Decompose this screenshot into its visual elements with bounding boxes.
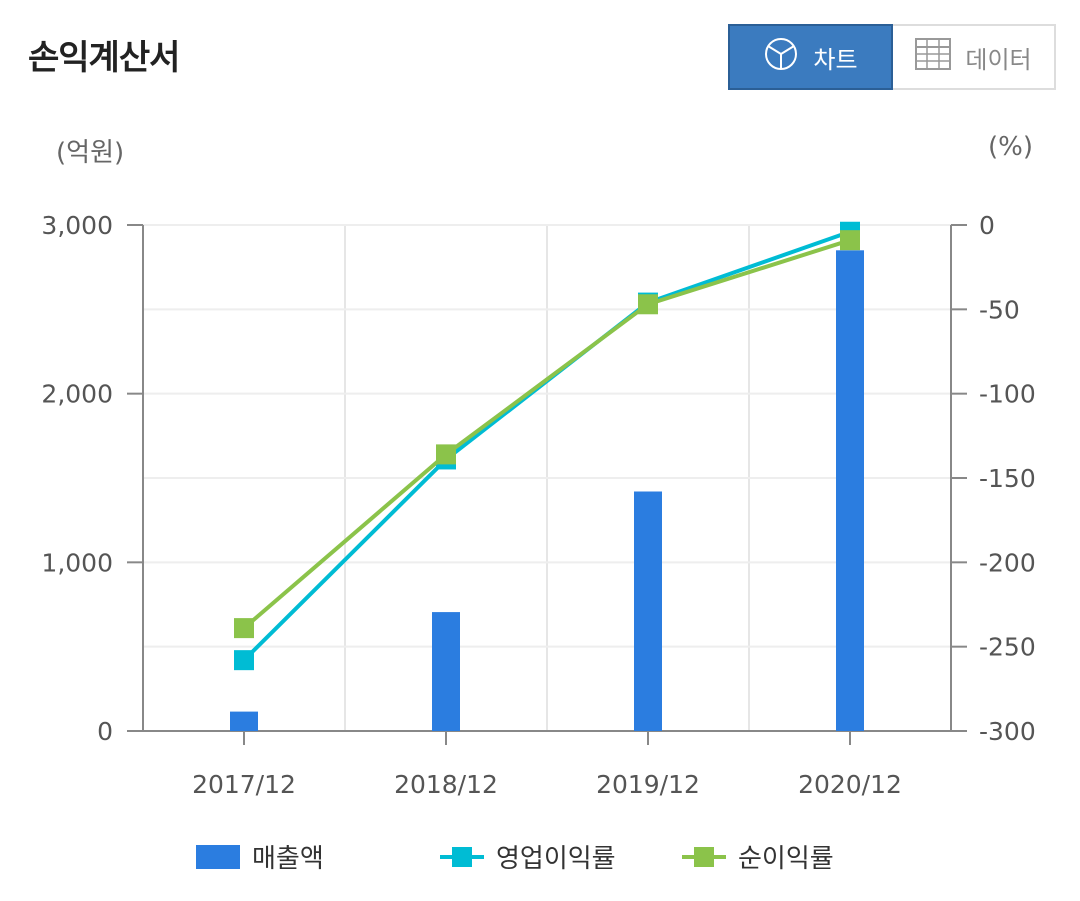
x-axis-tick-label: 2017/12 xyxy=(192,770,296,799)
point-net-margin xyxy=(840,230,860,251)
left-axis-unit: (억원) xyxy=(56,138,125,168)
point-net-margin xyxy=(436,444,456,465)
right-axis-tick-label: -200 xyxy=(979,548,1036,577)
x-axis-tick-label: 2020/12 xyxy=(798,770,902,799)
x-axis-tick-label: 2018/12 xyxy=(394,770,498,799)
legend-label-net-margin: 순이익률 xyxy=(738,844,834,874)
page-title: 손익계산서 xyxy=(28,38,180,78)
chart-view-label: 차트 xyxy=(813,45,858,74)
data-view-label: 데이터 xyxy=(965,45,1032,74)
pie-chart-icon xyxy=(763,36,799,78)
net-margin-swatch xyxy=(682,845,726,869)
point-operating-margin xyxy=(234,650,254,671)
bar-revenue xyxy=(432,612,460,731)
left-axis-tick-label: 2,000 xyxy=(41,380,113,409)
legend-label-operating-margin: 영업이익률 xyxy=(496,844,616,874)
point-net-margin xyxy=(638,294,658,315)
x-axis-tick-label: 2019/12 xyxy=(596,770,700,799)
legend-item-operating-margin[interactable]: 영업이익률 xyxy=(440,838,616,875)
legend-item-revenue[interactable]: 매출액 xyxy=(196,838,324,875)
right-axis-tick-label: -150 xyxy=(979,464,1036,493)
right-axis-unit: (%) xyxy=(988,132,1033,162)
bar-revenue xyxy=(634,491,662,731)
revenue-swatch xyxy=(196,844,240,869)
line-net-margin xyxy=(242,238,851,630)
left-axis-tick-label: 1,000 xyxy=(41,548,113,577)
legend-label-revenue: 매출액 xyxy=(252,844,324,874)
right-axis-tick-label: -250 xyxy=(979,633,1036,662)
bar-revenue xyxy=(230,711,258,731)
right-axis-tick-label: -100 xyxy=(979,380,1036,409)
bar-revenue xyxy=(836,250,864,732)
table-icon xyxy=(915,38,952,76)
operating-margin-swatch xyxy=(440,845,484,869)
left-axis-tick-label: 0 xyxy=(97,717,113,746)
left-axis-tick-label: 3,000 xyxy=(41,211,113,240)
right-axis-tick-label: -300 xyxy=(979,717,1036,746)
right-axis-tick-label: -50 xyxy=(979,295,1020,324)
view-toggle: 차트 데이터 xyxy=(728,24,1056,90)
chart: 0 1,000 2,000 3,000 -300 -250 -200 -150 -100 -50 0… xyxy=(41,211,1036,799)
legend-item-net-margin[interactable]: 순이익률 xyxy=(682,838,834,875)
right-axis-tick-label: 0 xyxy=(979,211,995,240)
point-net-margin xyxy=(234,618,254,639)
chart-view-button[interactable]: 차트 xyxy=(728,24,893,90)
data-view-button[interactable]: 데이터 xyxy=(893,24,1056,90)
